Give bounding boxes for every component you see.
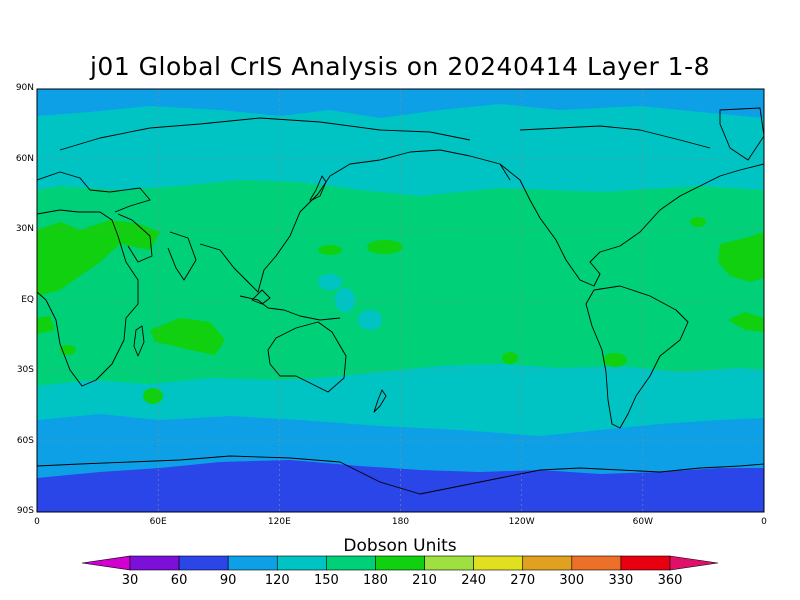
colorbar-tick-label: 30 [121, 573, 139, 588]
map-frame [36, 88, 765, 513]
lon-tick-label: 60E [149, 517, 167, 527]
lon-tick-label: 120E [267, 517, 291, 527]
lat-tick-label: 90N [15, 83, 34, 93]
lon-tick-label: 180 [391, 517, 410, 527]
lon-tick-label: 120W [508, 517, 535, 527]
colorbar-title: Dobson Units [343, 536, 457, 556]
graticule [37, 89, 764, 512]
colorbar-tick-label: 180 [363, 573, 388, 588]
colorbar-swatch [375, 555, 425, 571]
colorbar-tick-label: 150 [313, 573, 339, 588]
map-title: j01 Global CrIS Analysis on 20240414 Lay… [89, 52, 711, 81]
field-120-150-north [37, 89, 764, 196]
colorbar-swatch [129, 555, 180, 571]
colorbar-swatch [227, 555, 278, 571]
colorbar-swatch [522, 555, 573, 571]
ozone-field [37, 89, 764, 512]
lat-tick-label: EQ [21, 294, 34, 305]
colorbar-swatch [620, 555, 671, 571]
field-90-120-north [37, 89, 764, 118]
colorbar-swatch [424, 555, 474, 571]
colorbar-tick-label: 270 [510, 573, 536, 588]
colorbar-tick-label: 360 [657, 573, 683, 588]
colorbar-tick-label: 300 [559, 573, 585, 588]
lat-tick-label: 30S [16, 365, 34, 375]
colorbar-max-triangle [669, 555, 719, 571]
colorbar-swatch [178, 555, 229, 571]
lon-tick-label: 0 [761, 517, 767, 527]
colorbar-tick-label: 90 [219, 573, 237, 588]
lon-tick-label: 0 [34, 517, 40, 527]
lat-tick-label: 30N [15, 224, 34, 234]
colorbar-swatch [326, 555, 376, 571]
lat-tick-label: 60S [16, 435, 34, 446]
coastlines [37, 107, 764, 495]
colorbar-tick-label: 120 [264, 573, 290, 588]
colorbar-tick-label: 240 [461, 573, 487, 588]
colorbar-tick-label: 210 [412, 573, 437, 588]
lat-tick-label: 60N [15, 153, 34, 164]
colorbar-swatch [473, 555, 524, 571]
field-180-210-patches [37, 217, 764, 404]
colorbar-swatch [276, 555, 327, 571]
colorbar-tick-label: 60 [170, 573, 188, 588]
colorbar [81, 555, 719, 571]
field-120-150-patches [318, 274, 382, 330]
lat-tick-label: 90S [16, 506, 34, 516]
colorbar-tick-label: 330 [608, 573, 634, 588]
colorbar-swatch [571, 555, 622, 571]
lon-tick-label: 60W [632, 517, 653, 527]
colorbar-min-triangle [81, 555, 131, 571]
